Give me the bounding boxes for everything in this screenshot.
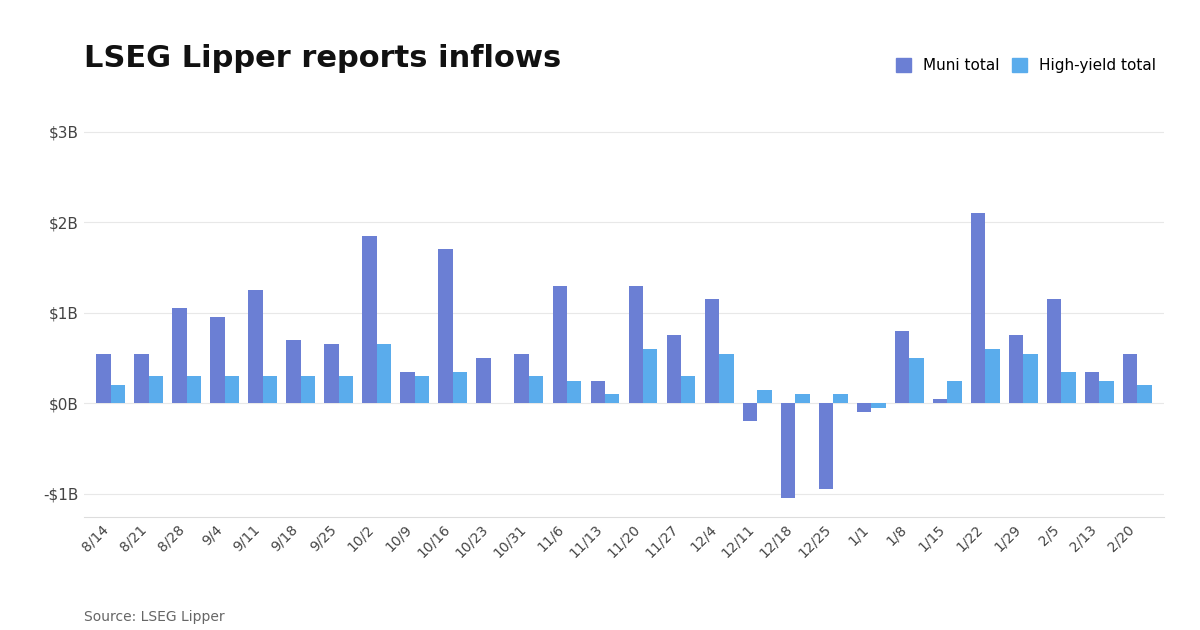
Bar — [643, 349, 658, 403]
Bar — [1085, 372, 1099, 403]
Bar — [401, 372, 415, 403]
Bar — [476, 358, 491, 403]
Bar — [781, 403, 796, 498]
Bar — [338, 376, 353, 403]
Bar — [947, 381, 961, 403]
Legend: Muni total, High-yield total: Muni total, High-yield total — [895, 58, 1157, 73]
Bar — [438, 249, 452, 403]
Bar — [833, 394, 847, 403]
Bar — [187, 376, 202, 403]
Bar — [552, 285, 566, 403]
Bar — [590, 381, 605, 403]
Bar — [377, 345, 391, 403]
Bar — [1046, 299, 1061, 403]
Bar — [1138, 385, 1152, 403]
Bar — [871, 403, 886, 408]
Bar — [719, 353, 733, 403]
Bar — [96, 353, 110, 403]
Bar — [857, 403, 871, 413]
Bar — [1024, 353, 1038, 403]
Bar — [1061, 372, 1075, 403]
Text: Source: LSEG Lipper: Source: LSEG Lipper — [84, 610, 224, 624]
Bar — [362, 236, 377, 403]
Bar — [796, 394, 810, 403]
Bar — [704, 299, 719, 403]
Bar — [629, 285, 643, 403]
Bar — [529, 376, 544, 403]
Bar — [324, 345, 338, 403]
Bar — [134, 353, 149, 403]
Bar — [301, 376, 316, 403]
Bar — [895, 331, 910, 403]
Bar — [910, 358, 924, 403]
Text: LSEG Lipper reports inflows: LSEG Lipper reports inflows — [84, 44, 562, 73]
Bar — [210, 318, 224, 403]
Bar — [248, 290, 263, 403]
Bar — [1009, 335, 1024, 403]
Bar — [415, 376, 430, 403]
Bar — [605, 394, 619, 403]
Bar — [666, 335, 682, 403]
Bar — [818, 403, 833, 490]
Bar — [757, 390, 772, 403]
Bar — [515, 353, 529, 403]
Bar — [149, 376, 163, 403]
Bar — [173, 308, 187, 403]
Bar — [287, 340, 301, 403]
Bar — [743, 403, 757, 421]
Bar — [971, 213, 985, 403]
Bar — [566, 381, 582, 403]
Bar — [985, 349, 1000, 403]
Bar — [263, 376, 277, 403]
Bar — [1123, 353, 1138, 403]
Bar — [682, 376, 696, 403]
Bar — [224, 376, 239, 403]
Bar — [110, 385, 125, 403]
Bar — [1099, 381, 1114, 403]
Bar — [932, 399, 947, 403]
Bar — [452, 372, 467, 403]
